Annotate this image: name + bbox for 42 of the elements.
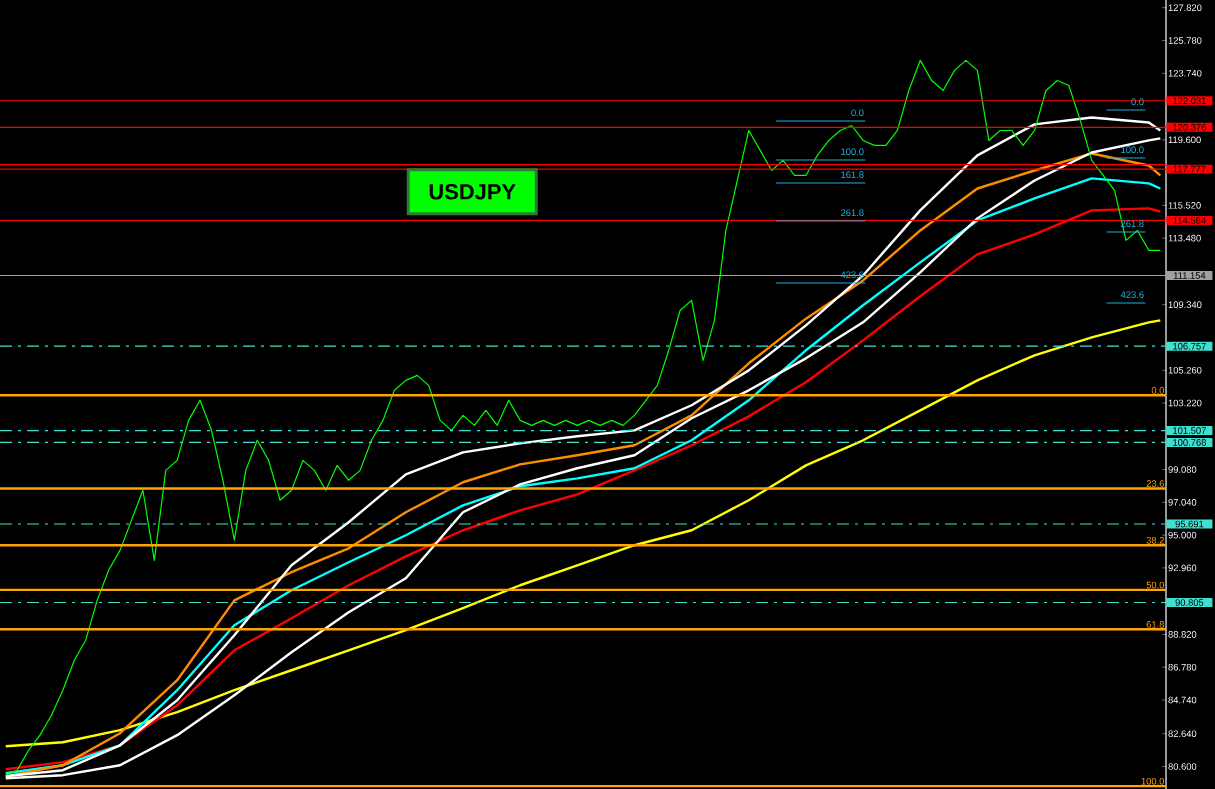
ref-line-label: 95.691 <box>1175 520 1204 528</box>
ref-line-label: 120.376 <box>1173 124 1206 131</box>
ref-line-label: 111.154 <box>1173 272 1206 279</box>
y-tick-label: 115.520 <box>1168 202 1201 209</box>
annotation: 100.0 <box>841 148 864 155</box>
y-tick-label: 109.340 <box>1168 301 1202 308</box>
annotation: 38.2 <box>1146 537 1164 544</box>
y-tick-label: 127.820 <box>1168 4 1202 12</box>
y-tick-label: 113.480 <box>1168 234 1201 242</box>
annotation: 100.0 <box>1141 777 1165 785</box>
annotation: 423.6 <box>1120 291 1144 298</box>
ref-line-label: 101.507 <box>1173 427 1206 434</box>
y-tick-label: 105.260 <box>1168 366 1202 374</box>
ref-line-label: 117.777 <box>1173 165 1206 173</box>
y-tick-label: 95.000 <box>1168 531 1197 539</box>
annotation: 50.0 <box>1146 581 1165 589</box>
text: USDJPY <box>429 183 516 200</box>
y-tick-label: 86.780 <box>1168 663 1197 671</box>
annotation: 0.0 <box>1151 387 1165 394</box>
y-tick-label: 80.600 <box>1168 763 1197 770</box>
y-tick-label: 88.820 <box>1168 631 1197 638</box>
line-series <box>4 319 1162 748</box>
y-tick-label: 119.600 <box>1168 136 1201 144</box>
y-tick-label: 97.040 <box>1168 499 1197 506</box>
ref-line-label: 90.805 <box>1175 599 1204 606</box>
annotation: 100.0 <box>1121 146 1144 153</box>
y-tick-label: 84.740 <box>1168 696 1197 704</box>
annotation: 61.8 <box>1146 621 1165 628</box>
ref-line-label: 122.031 <box>1173 97 1206 105</box>
y-tick-label: 99.080 <box>1168 466 1197 473</box>
y-tick-label: 103.220 <box>1168 399 1202 407</box>
ref-line-label: 114.584 <box>1173 217 1206 224</box>
y-tick-label: 92.960 <box>1168 564 1197 572</box>
annotation: 161.8 <box>841 171 864 178</box>
y-tick-label: 123.740 <box>1168 69 1202 77</box>
y-tick-label: 125.780 <box>1168 37 1202 44</box>
annotation: 23.6 <box>1146 480 1165 487</box>
ref-line-label: 106.757 <box>1173 342 1206 350</box>
annotation: 0.0 <box>851 109 864 116</box>
y-tick-label: 82.640 <box>1168 730 1197 738</box>
ref-line-label: 100.768 <box>1173 439 1206 446</box>
annotation: 261.8 <box>841 209 864 216</box>
